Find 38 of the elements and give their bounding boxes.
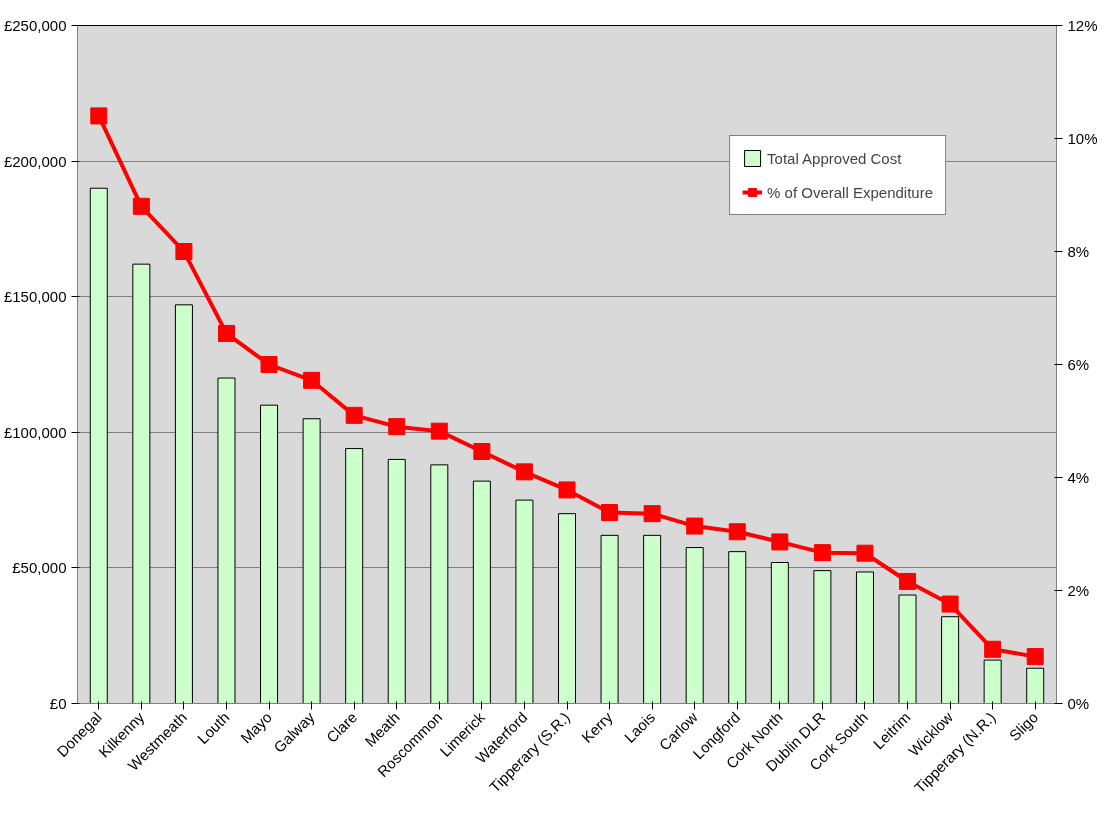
point — [728, 523, 746, 541]
y-tick-label: £200,000 — [3, 152, 67, 170]
y2-tick-label: 4% — [1067, 469, 1090, 486]
point — [175, 243, 193, 260]
y-tick-label: £50,000 — [12, 559, 67, 577]
y2-tick-label: 6% — [1067, 356, 1090, 373]
point — [643, 505, 661, 523]
point — [217, 324, 235, 342]
point — [345, 406, 363, 424]
point — [473, 443, 491, 461]
y2-tick-label: 10% — [1067, 130, 1098, 147]
point — [90, 107, 108, 125]
point — [388, 418, 406, 436]
point — [686, 517, 704, 535]
point — [558, 481, 576, 499]
y2-tick-label: 12% — [1067, 17, 1098, 34]
point — [260, 356, 278, 373]
y-tick-label: £100,000 — [3, 423, 67, 441]
legend-label: % of Overall Expenditure — [767, 183, 933, 201]
point — [601, 504, 619, 522]
point — [813, 544, 831, 562]
legend-label: Total Approved Cost — [767, 149, 902, 167]
y-tick-label: £0 — [49, 695, 67, 712]
point — [899, 572, 917, 590]
y2-tick-label: 2% — [1067, 582, 1090, 599]
y-tick-label: £250,000 — [3, 17, 67, 34]
y2-tick-label: 0% — [1067, 695, 1090, 712]
point — [984, 640, 1002, 658]
y2-tick-label: 8% — [1067, 243, 1090, 260]
point — [132, 197, 150, 215]
point — [515, 463, 533, 481]
point — [856, 544, 874, 562]
point — [303, 371, 321, 389]
point — [941, 595, 959, 613]
point — [1026, 648, 1044, 666]
point — [771, 533, 789, 551]
point — [430, 422, 448, 440]
y-tick-label: £150,000 — [3, 288, 67, 306]
